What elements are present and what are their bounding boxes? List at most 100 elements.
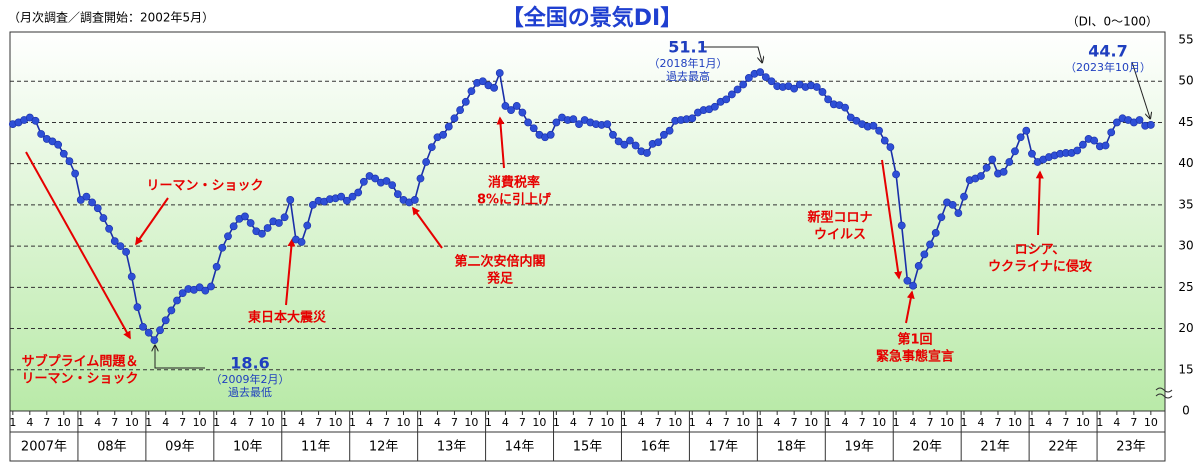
x-year-label: 15年: [573, 440, 603, 455]
data-point: [99, 214, 108, 222]
arrow: [155, 346, 205, 369]
data-point: [382, 177, 391, 185]
data-point: [1107, 128, 1116, 137]
data-point: [354, 188, 363, 197]
data-point: [410, 196, 419, 204]
x-tick-label: 4: [774, 416, 781, 429]
arrow: [905, 290, 915, 324]
data-point: [127, 272, 136, 281]
data-point: [665, 126, 674, 135]
annotation: リーマン・ショック: [146, 179, 263, 194]
data-point: [110, 237, 119, 246]
x-tick-label: 4: [638, 416, 645, 429]
x-tick-label: 7: [859, 416, 866, 429]
data-point: [501, 102, 510, 110]
x-tick-label: 7: [383, 416, 390, 429]
data-point: [982, 163, 991, 172]
data-point: [133, 303, 142, 312]
x-tick-label: 1: [349, 416, 356, 429]
data-point: [275, 219, 283, 227]
data-point: [733, 85, 742, 94]
data-point: [722, 95, 731, 104]
x-tick-label: 4: [1113, 416, 1120, 429]
data-point: [337, 192, 346, 201]
data-point: [309, 200, 317, 209]
data-point: [977, 172, 985, 180]
annotation: リーマン・ショック: [21, 372, 138, 387]
x-year-label: 19年: [844, 440, 874, 455]
data-point: [31, 116, 40, 125]
annotation: 51.1: [668, 38, 707, 57]
data-point: [495, 69, 504, 77]
data-point: [818, 88, 827, 96]
annotation: ロシア、: [1015, 243, 1066, 258]
x-year-label: 14年: [505, 440, 535, 455]
data-point: [739, 80, 748, 89]
x-tick-label: 1: [825, 416, 832, 429]
x-year-label: 11年: [301, 440, 331, 455]
x-tick-label: 1: [553, 416, 560, 429]
x-tick-label: 1: [77, 416, 84, 429]
x-tick-label: 10: [329, 416, 343, 429]
data-point: [246, 219, 255, 227]
data-point: [824, 95, 833, 104]
y-tick-label: 30: [1178, 239, 1193, 253]
data-point: [1073, 146, 1082, 155]
data-point: [467, 87, 476, 96]
arrow: [496, 116, 505, 169]
annotation: 新型コロナ: [807, 210, 872, 226]
x-tick-label: 4: [842, 416, 849, 429]
data-point: [948, 200, 957, 209]
annotation: 18.6: [230, 354, 269, 373]
data-point: [603, 120, 612, 128]
x-axis-band: [9, 410, 1166, 462]
data-point: [903, 276, 912, 285]
x-tick-label: 7: [791, 416, 798, 429]
data-point: [348, 192, 357, 201]
data-point: [841, 103, 850, 112]
x-tick-label: 10: [193, 416, 207, 429]
data-point: [931, 229, 940, 237]
x-year-label: 08年: [97, 440, 127, 455]
x-tick-label: 1: [1028, 416, 1035, 429]
data-point: [342, 196, 351, 205]
data-point: [59, 149, 68, 158]
x-tick-label: 7: [723, 416, 730, 429]
x-tick-label: 4: [26, 416, 33, 429]
data-point: [875, 126, 883, 135]
data-point: [710, 102, 719, 111]
x-tick-label: 10: [940, 416, 954, 429]
axis-break: [1155, 387, 1173, 399]
y-tick-label: 50: [1178, 74, 1193, 88]
data-point: [643, 149, 651, 157]
data-point: [229, 222, 238, 231]
data-point: [1005, 158, 1014, 166]
data-point: [909, 281, 917, 290]
x-tick-label: 1: [417, 416, 424, 429]
annotation: （2018年1月）: [649, 56, 728, 70]
annotation: 第二次安倍内閣: [454, 254, 545, 270]
x-tick-label: 10: [600, 416, 614, 429]
data-point: [1135, 116, 1144, 124]
arrow: [285, 238, 296, 306]
x-tick-label: 4: [434, 416, 441, 429]
annotation: 過去最低: [228, 386, 272, 399]
data-point: [461, 97, 470, 106]
x-tick-label: 10: [1076, 416, 1090, 429]
x-tick-label: 10: [736, 416, 750, 429]
data-point: [456, 106, 465, 114]
data-point: [218, 243, 227, 252]
data-point: [569, 115, 578, 124]
arrows: [25, 46, 1150, 369]
annotation: 消費税率: [488, 175, 540, 191]
x-year-label: 21年: [980, 440, 1010, 455]
x-tick-label: 7: [1062, 416, 1069, 429]
data-point: [359, 177, 368, 186]
annotation: サブプライム問題＆: [22, 354, 139, 370]
x-tick-label: 1: [961, 416, 968, 429]
y-tick-label: 35: [1178, 197, 1193, 211]
data-point: [1079, 140, 1087, 149]
data-point: [812, 83, 821, 91]
x-tick-label: 4: [977, 416, 984, 429]
